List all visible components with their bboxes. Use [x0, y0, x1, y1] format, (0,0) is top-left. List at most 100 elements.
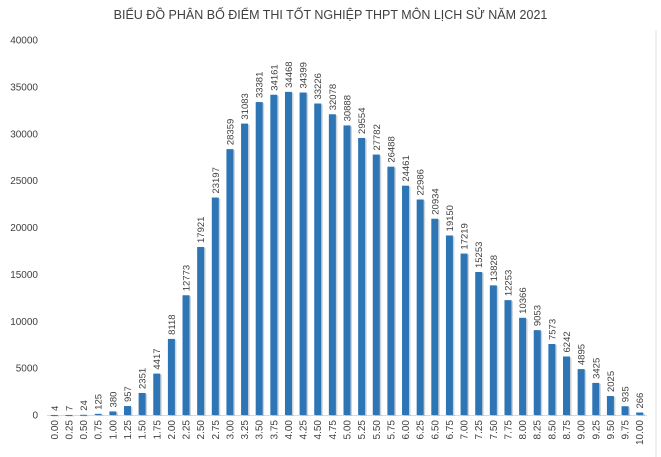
- bar: [387, 166, 395, 415]
- data-label: 29554: [357, 108, 368, 134]
- data-label: 26488: [386, 136, 397, 162]
- data-label: 12253: [503, 270, 514, 296]
- data-label: 31083: [240, 93, 251, 119]
- x-tick-label: 1.75: [152, 420, 163, 440]
- x-tick-label: 0.50: [79, 420, 90, 440]
- data-label: 380: [108, 392, 119, 408]
- data-label: 32078: [328, 84, 339, 110]
- x-tick-label: 8.25: [533, 420, 544, 440]
- data-label: 33381: [255, 72, 266, 98]
- x-tick-label: 2.50: [196, 420, 207, 440]
- x-tick-label: 0.75: [94, 420, 105, 440]
- data-label: 24: [79, 400, 90, 411]
- x-tick-label: 5.75: [386, 420, 397, 440]
- bar: [606, 396, 614, 415]
- bar-shadow: [52, 415, 60, 417]
- bar: [167, 338, 175, 415]
- y-tick-label: 40000: [10, 36, 38, 47]
- bar: [445, 235, 453, 415]
- x-tick-label: 8.75: [562, 420, 573, 440]
- bar: [460, 253, 468, 415]
- x-tick-label: 3.75: [269, 420, 280, 440]
- y-tick-label: 5000: [16, 364, 39, 375]
- bar: [358, 137, 366, 415]
- x-tick-label: 5.50: [372, 420, 383, 440]
- bar: [431, 218, 439, 415]
- bar: [577, 369, 585, 415]
- x-tick-label: 1.25: [123, 420, 134, 440]
- data-label: 24461: [401, 155, 412, 181]
- x-tick-label: 0.25: [64, 420, 75, 440]
- bar: [255, 102, 263, 415]
- bar: [548, 344, 556, 415]
- data-label: 3425: [591, 358, 602, 379]
- x-tick-label: 7.75: [503, 420, 514, 440]
- x-tick-label: 7.25: [474, 420, 485, 440]
- x-tick-label: 1.00: [108, 420, 119, 440]
- x-tick-label: 5.00: [343, 420, 354, 440]
- x-tick-label: 9.50: [606, 420, 617, 440]
- x-tick-label: 6.25: [416, 420, 427, 440]
- bar: [284, 91, 292, 416]
- x-tick-label: 3.00: [225, 420, 236, 440]
- bar-shadow: [66, 415, 74, 417]
- bar: [123, 406, 131, 415]
- y-tick-label: 35000: [10, 82, 38, 93]
- x-tick-label: 4.00: [284, 420, 295, 440]
- data-label: 27782: [372, 124, 383, 150]
- bar: [475, 272, 483, 415]
- bar: [94, 413, 102, 415]
- data-label: 9053: [533, 305, 544, 326]
- bar: [372, 154, 380, 415]
- data-label: 17219: [460, 223, 471, 249]
- data-label: 2351: [138, 368, 149, 389]
- bar: [241, 123, 249, 416]
- data-label: 7573: [547, 319, 558, 340]
- x-tick-label: 3.50: [255, 420, 266, 440]
- x-tick-label: 4.75: [328, 420, 339, 440]
- data-label: 19150: [445, 205, 456, 231]
- x-tick-label: 1.50: [138, 420, 149, 440]
- bar: [138, 392, 146, 415]
- data-label: 935: [621, 386, 632, 402]
- x-tick-label: 2.00: [167, 420, 178, 440]
- x-tick-label: 5.25: [357, 420, 368, 440]
- data-label: 13828: [489, 255, 500, 281]
- data-label: 4417: [152, 348, 163, 369]
- data-label: 8118: [167, 314, 178, 334]
- x-tick-label: 8.00: [518, 420, 529, 440]
- data-label: 34468: [284, 61, 295, 87]
- bar: [504, 300, 512, 415]
- data-label: 125: [94, 394, 105, 410]
- data-label: 30888: [343, 95, 354, 121]
- bar: [416, 199, 424, 415]
- x-tick-label: 6.50: [430, 420, 441, 440]
- bar: [563, 356, 571, 415]
- data-label: 28359: [225, 119, 236, 145]
- x-tick-label: 0.00: [50, 420, 61, 440]
- data-label: 20934: [430, 188, 441, 214]
- y-tick-label: 15000: [10, 270, 38, 281]
- data-label: 34161: [269, 64, 280, 90]
- data-label: 7: [64, 406, 75, 411]
- x-tick-label: 9.75: [621, 420, 632, 440]
- data-label: 4895: [577, 344, 588, 365]
- data-label: 33226: [313, 73, 324, 99]
- x-tick-label: 9.00: [577, 420, 588, 440]
- data-label: 15253: [474, 242, 485, 268]
- bar: [621, 406, 629, 415]
- bar: [50, 414, 58, 416]
- bar: [109, 411, 117, 415]
- x-tick-label: 7.00: [460, 420, 471, 440]
- y-tick-label: 20000: [10, 223, 38, 234]
- bar: [533, 330, 541, 415]
- data-label: 10366: [518, 287, 529, 313]
- x-tick-label: 9.25: [591, 420, 602, 440]
- data-label: 957: [123, 386, 134, 402]
- bar: [636, 412, 644, 415]
- data-label: 17921: [196, 217, 207, 243]
- bar: [197, 246, 205, 415]
- x-tick-label: 7.50: [489, 420, 500, 440]
- bar: [153, 373, 161, 415]
- bar: [343, 125, 351, 416]
